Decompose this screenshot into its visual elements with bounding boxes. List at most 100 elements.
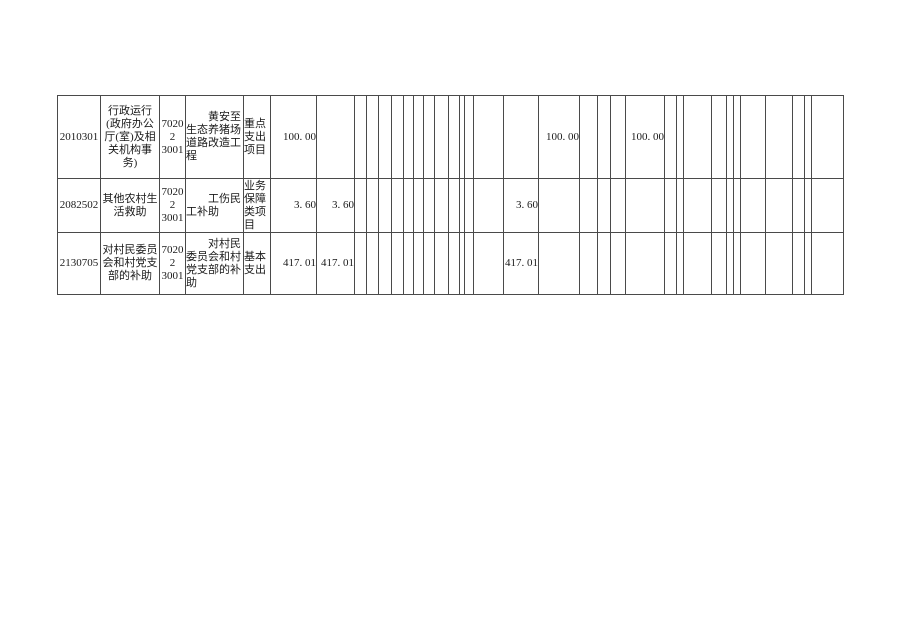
empty-cell — [676, 232, 684, 295]
amount-cell: 417. 01 — [503, 232, 539, 295]
amount-cell: 3. 60 — [316, 178, 355, 233]
empty-cell — [610, 178, 626, 233]
empty-cell — [579, 232, 598, 295]
empty-cell — [354, 95, 367, 179]
empty-cell — [354, 178, 367, 233]
empty-cell — [597, 178, 611, 233]
amount-cell: 417. 01 — [270, 232, 317, 295]
empty-cell — [403, 232, 414, 295]
empty-cell — [664, 232, 677, 295]
empty-cell — [811, 232, 844, 295]
project-type-cell: 重点支出项目 — [243, 95, 271, 179]
empty-cell — [316, 95, 355, 179]
empty-cell — [423, 232, 435, 295]
empty-cell — [711, 178, 727, 233]
project-name-cell: 黄安至生态养猪场道路改造工程 — [185, 95, 244, 179]
amount-cell: 417. 01 — [316, 232, 355, 295]
empty-cell — [464, 232, 474, 295]
empty-cell — [740, 178, 766, 233]
empty-cell — [676, 95, 684, 179]
empty-cell — [538, 232, 580, 295]
empty-cell — [733, 95, 741, 179]
empty-cell — [726, 95, 734, 179]
empty-cell — [804, 178, 812, 233]
budget-table: 2010301 行政运行(政府办公厅(室)及相关机构事务) 70202 3001 黄安… — [57, 95, 844, 295]
empty-cell — [403, 95, 414, 179]
empty-cell — [448, 232, 460, 295]
empty-cell — [733, 178, 741, 233]
empty-cell — [434, 178, 449, 233]
empty-cell — [792, 95, 805, 179]
amount-cell: 100. 00 — [538, 95, 580, 179]
amount-cell: 100. 00 — [270, 95, 317, 179]
empty-cell — [366, 232, 379, 295]
empty-cell — [448, 178, 460, 233]
project-name-cell: 工伤民工补助 — [185, 178, 244, 233]
economic-code-cell: 70202 3001 — [159, 232, 186, 295]
empty-cell — [683, 95, 712, 179]
empty-cell — [726, 232, 734, 295]
empty-cell — [391, 232, 404, 295]
function-code-cell: 2010301 — [57, 95, 101, 179]
empty-cell — [625, 232, 665, 295]
empty-cell — [597, 232, 611, 295]
empty-cell — [378, 95, 392, 179]
empty-cell — [391, 178, 404, 233]
empty-cell — [683, 178, 712, 233]
function-name-cell: 行政运行(政府办公厅(室)及相关机构事务) — [100, 95, 160, 179]
amount-cell: 3. 60 — [503, 178, 539, 233]
empty-cell — [423, 178, 435, 233]
empty-cell — [473, 178, 504, 233]
function-code-cell: 2082502 — [57, 178, 101, 233]
economic-code-cell: 70202 3001 — [159, 95, 186, 179]
empty-cell — [811, 95, 844, 179]
empty-cell — [740, 95, 766, 179]
table-row: 2130705 对村民委员会和村党支部的补助 70202 3001 对村民委员会和村党… — [57, 232, 844, 295]
empty-cell — [597, 95, 611, 179]
empty-cell — [448, 95, 460, 179]
table-row: 2082502 其他农村生活救助 70202 3001 工伤民工补助 业务保障类项目 3.… — [57, 178, 844, 233]
empty-cell — [676, 178, 684, 233]
empty-cell — [765, 178, 793, 233]
empty-cell — [391, 95, 404, 179]
empty-cell — [503, 95, 539, 179]
empty-cell — [792, 232, 805, 295]
empty-cell — [473, 95, 504, 179]
empty-cell — [354, 232, 367, 295]
empty-cell — [664, 95, 677, 179]
empty-cell — [733, 232, 741, 295]
empty-cell — [579, 95, 598, 179]
empty-cell — [610, 95, 626, 179]
empty-cell — [804, 232, 812, 295]
empty-cell — [366, 95, 379, 179]
economic-code-cell: 70202 3001 — [159, 178, 186, 233]
empty-cell — [473, 232, 504, 295]
empty-cell — [413, 95, 424, 179]
project-name-cell: 对村民委员会和村党支部的补助 — [185, 232, 244, 295]
empty-cell — [464, 95, 474, 179]
empty-cell — [434, 232, 449, 295]
empty-cell — [683, 232, 712, 295]
empty-cell — [434, 95, 449, 179]
empty-cell — [413, 232, 424, 295]
empty-cell — [804, 95, 812, 179]
empty-cell — [366, 178, 379, 233]
empty-cell — [610, 232, 626, 295]
empty-cell — [711, 95, 727, 179]
function-name-cell: 对村民委员会和村党支部的补助 — [100, 232, 160, 295]
empty-cell — [378, 178, 392, 233]
empty-cell — [792, 178, 805, 233]
empty-cell — [664, 178, 677, 233]
empty-cell — [378, 232, 392, 295]
project-type-cell: 业务保障类项目 — [243, 178, 271, 233]
empty-cell — [811, 178, 844, 233]
empty-cell — [625, 178, 665, 233]
project-type-cell: 基本支出 — [243, 232, 271, 295]
budget-table-body: 2010301 行政运行(政府办公厅(室)及相关机构事务) 70202 3001 黄安… — [57, 95, 844, 295]
amount-cell: 100. 00 — [625, 95, 665, 179]
empty-cell — [726, 178, 734, 233]
empty-cell — [538, 178, 580, 233]
empty-cell — [464, 178, 474, 233]
empty-cell — [765, 95, 793, 179]
